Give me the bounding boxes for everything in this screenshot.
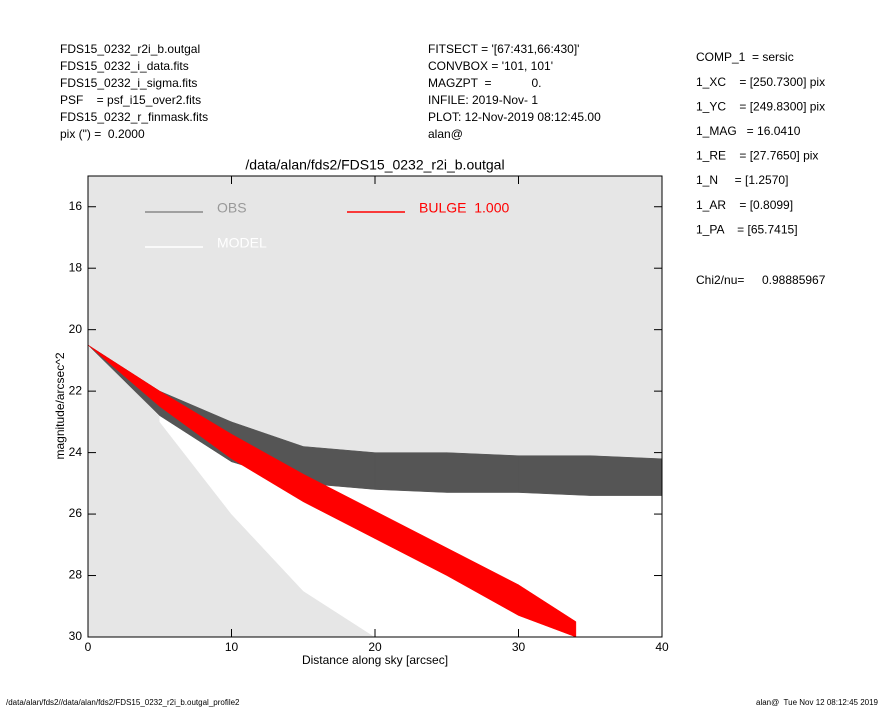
band-segment bbox=[518, 455, 591, 496]
header-middle-line: CONVBOX = '101, 101' bbox=[428, 59, 553, 73]
y-tick-label: 26 bbox=[69, 506, 83, 520]
chi2-label: Chi2/nu= bbox=[696, 273, 744, 287]
header-right-line: 1_PA = [65.7415] bbox=[696, 222, 798, 236]
header-left-line: pix (") = 0.2000 bbox=[60, 127, 145, 141]
y-tick-label: 22 bbox=[69, 383, 83, 397]
header-left-line: FDS15_0232_i_data.fits bbox=[60, 59, 189, 73]
header-middle-line: MAGZPT = 0. bbox=[428, 76, 541, 90]
header-left-line: FDS15_0232_r2i_b.outgal bbox=[60, 42, 200, 56]
x-tick-label: 10 bbox=[225, 640, 239, 654]
band-segment bbox=[446, 452, 519, 493]
header-middle-line: INFILE: 2019-Nov- 1 bbox=[428, 93, 538, 107]
chart-title: /data/alan/fds2/FDS15_0232_r2i_b.outgal bbox=[245, 157, 504, 173]
header-right-line: 1_MAG = 16.0410 bbox=[696, 124, 801, 138]
y-tick-label: 16 bbox=[69, 199, 83, 213]
chi2-value: 0.98885967 bbox=[762, 273, 826, 287]
footer-right: alan@ Tue Nov 12 08:12:45 2019 bbox=[756, 698, 879, 707]
y-axis-label: magnitude/arcsec^2 bbox=[53, 352, 67, 459]
header-middle-line: alan@ bbox=[428, 127, 463, 141]
y-tick-label: 20 bbox=[69, 322, 83, 336]
y-tick-label: 18 bbox=[69, 260, 83, 274]
header-middle-line: PLOT: 12-Nov-2019 08:12:45.00 bbox=[428, 110, 601, 124]
legend-label: MODEL bbox=[217, 235, 267, 251]
band-segment bbox=[374, 452, 447, 493]
header-left-line: FDS15_0232_i_sigma.fits bbox=[60, 76, 197, 90]
header-right-line: 1_N = [1.2570] bbox=[696, 173, 788, 187]
band-segment bbox=[518, 584, 577, 637]
header-right-line: 1_RE = [27.7650] pix bbox=[696, 149, 818, 163]
y-tick-label: 30 bbox=[69, 629, 83, 643]
y-tick-label: 24 bbox=[69, 445, 83, 459]
header-right-line: 1_YC = [249.8300] pix bbox=[696, 99, 825, 113]
bands bbox=[88, 344, 662, 637]
legend-label: OBS bbox=[217, 200, 247, 216]
band-segment bbox=[590, 455, 662, 496]
header-right-line: COMP_1 = sersic bbox=[696, 50, 794, 64]
band-segment bbox=[590, 486, 662, 637]
x-tick-label: 0 bbox=[85, 640, 92, 654]
footer-left: /data/alan/fds2//data/alan/fds2/FDS15_02… bbox=[6, 698, 240, 707]
x-axis-label: Distance along sky [arcsec] bbox=[302, 653, 448, 667]
header-left-line: FDS15_0232_r_finmask.fits bbox=[60, 110, 208, 124]
header-middle-line: FITSECT = '[67:431,66:430]' bbox=[428, 42, 579, 56]
header-right-line: 1_XC = [250.7300] pix bbox=[696, 75, 825, 89]
x-tick-label: 20 bbox=[368, 640, 382, 654]
x-tick-label: 30 bbox=[512, 640, 526, 654]
x-tick-label: 40 bbox=[655, 640, 669, 654]
legend-label: BULGE 1.000 bbox=[419, 200, 509, 216]
y-tick-label: 28 bbox=[69, 568, 83, 582]
header-right-line: 1_AR = [0.8099] bbox=[696, 198, 793, 212]
header-left-line: PSF = psf_i15_over2.fits bbox=[60, 93, 201, 107]
